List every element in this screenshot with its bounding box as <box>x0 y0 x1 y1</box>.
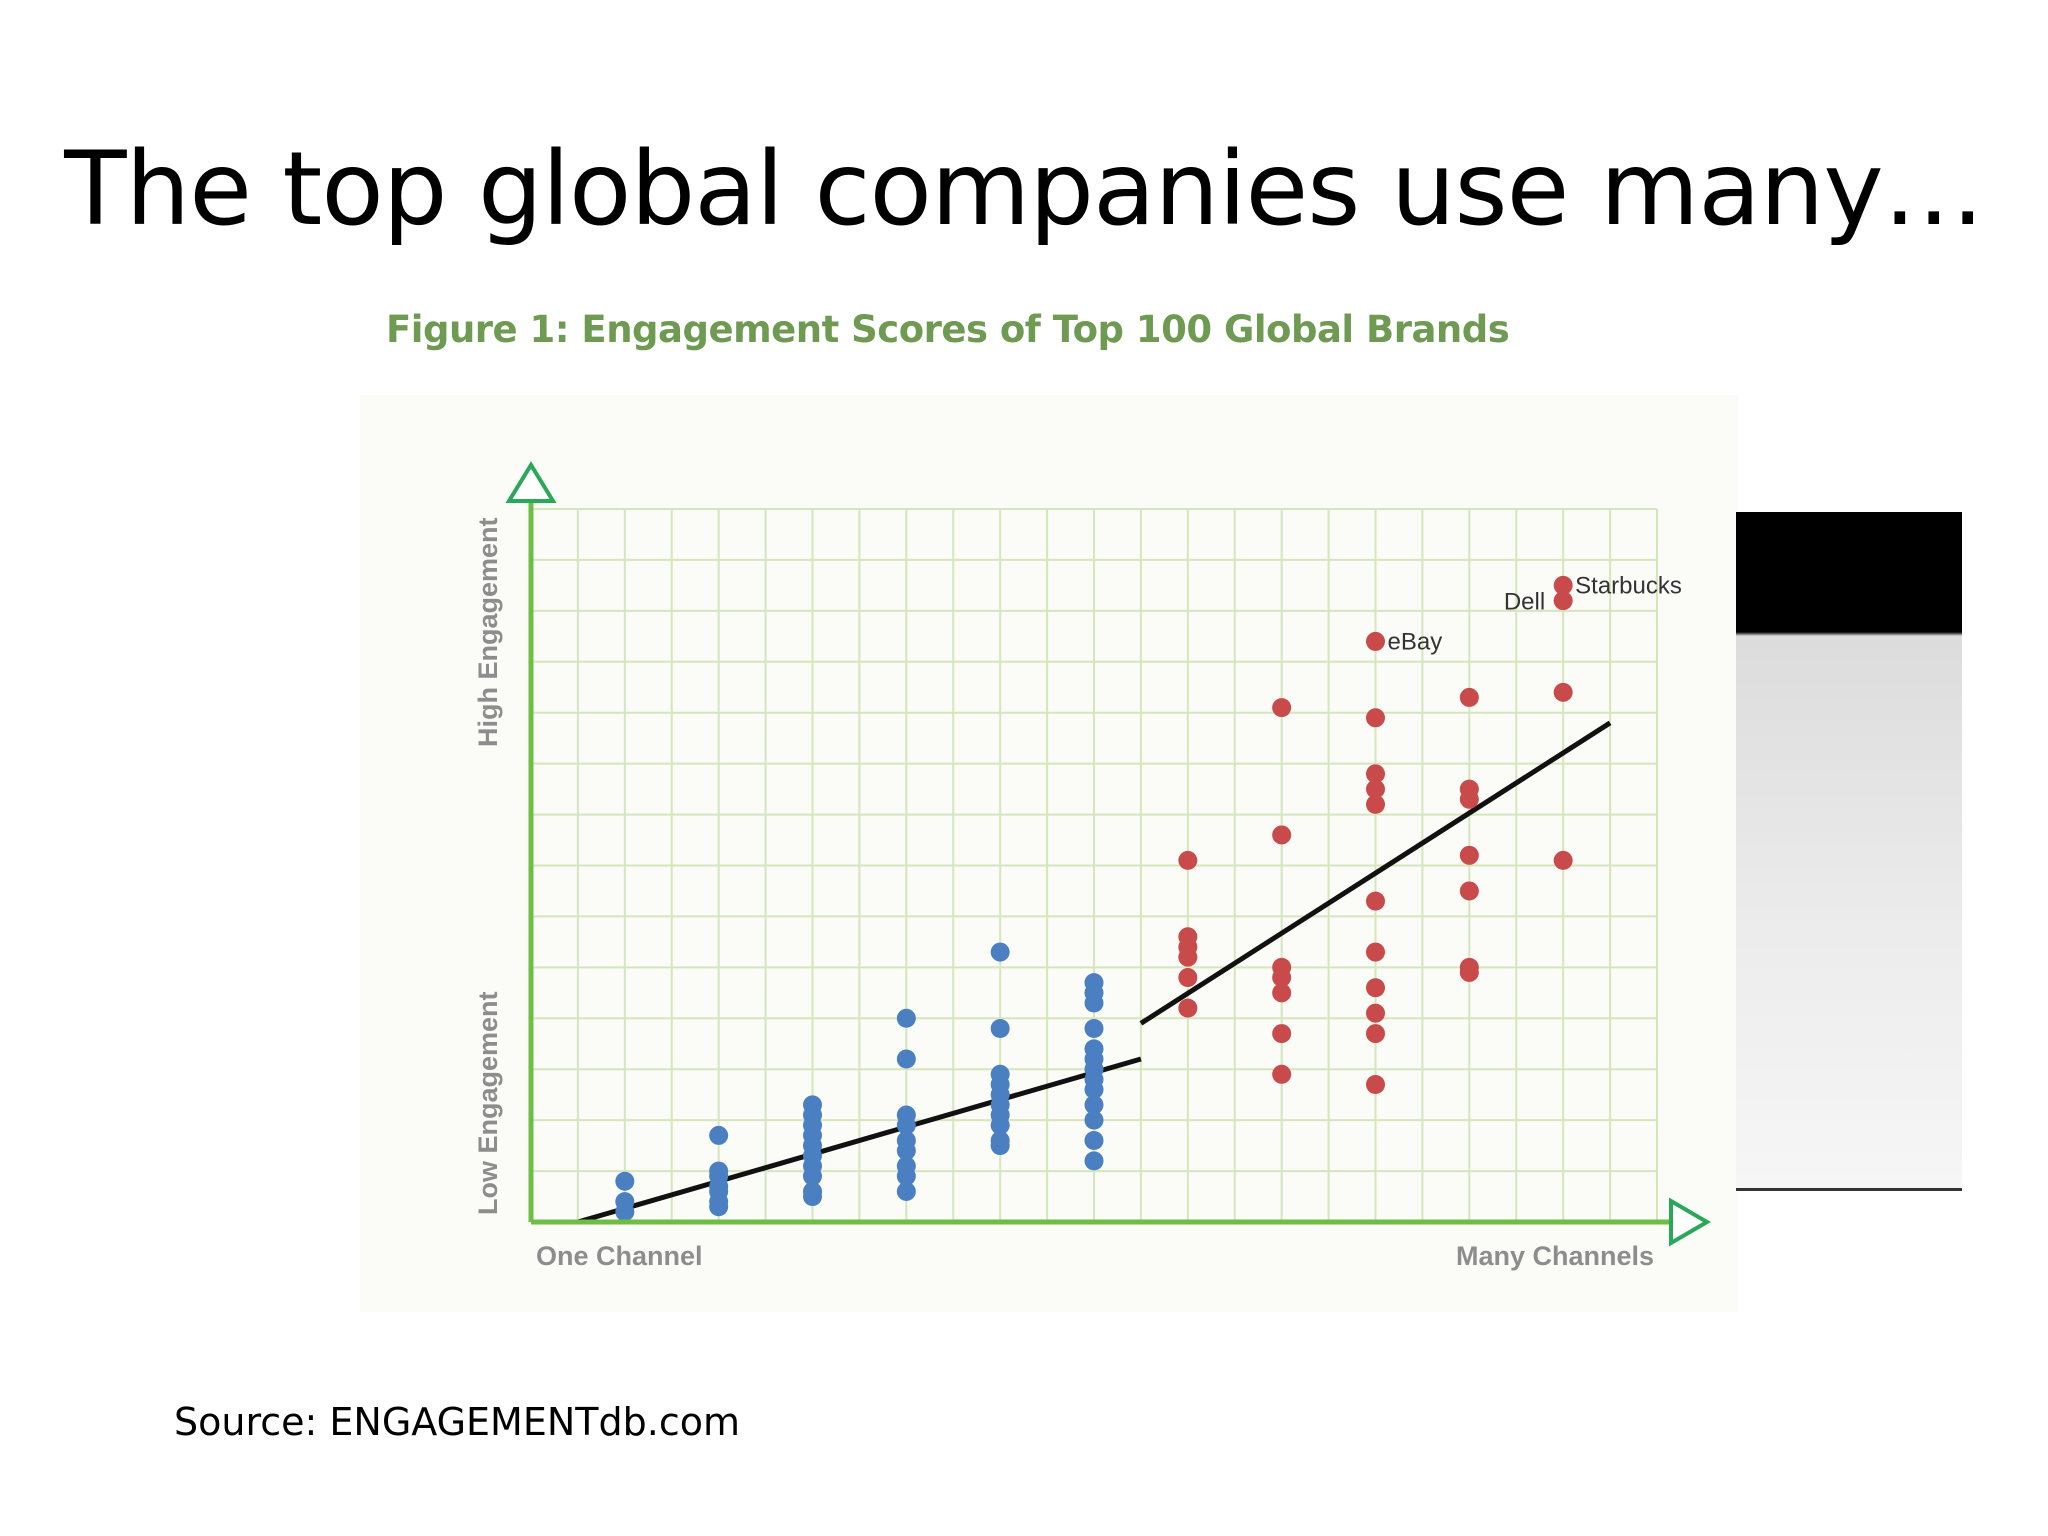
data-point-low <box>803 1166 822 1186</box>
data-point-high <box>1178 947 1198 967</box>
data-point-low <box>1084 1110 1104 1130</box>
source-note: Source: ENGAGEMENTdb.com <box>174 1400 740 1444</box>
data-point-high <box>1272 698 1292 718</box>
data-point-high <box>1553 850 1573 870</box>
data-point-high <box>1272 968 1292 988</box>
data-point-low <box>1084 1080 1104 1100</box>
data-point-high <box>1178 850 1198 870</box>
data-point-high <box>1178 998 1198 1018</box>
x-axis-label-low: One Channel <box>536 1241 703 1271</box>
slide-title: The top global companies use many… <box>64 130 1984 249</box>
data-point-high <box>1272 983 1292 1003</box>
trend-lines <box>577 720 1612 1225</box>
data-point-high <box>1553 575 1573 595</box>
data-point-high <box>1366 764 1385 784</box>
data-point-low <box>709 1197 729 1217</box>
point-label-starbucks: Starbucks <box>1575 572 1682 599</box>
trend-line <box>1139 720 1612 1026</box>
data-point-high <box>1459 845 1479 865</box>
y-axis-label-low: Low Engagement <box>473 991 503 1215</box>
x-axis-arrow-icon <box>1669 1197 1711 1247</box>
data-point-high <box>1272 1064 1292 1084</box>
data-points <box>615 575 1573 1222</box>
data-point-low <box>803 1187 822 1207</box>
data-point-high <box>1366 631 1385 651</box>
data-point-low <box>896 1141 916 1161</box>
data-point-high <box>1272 825 1292 845</box>
data-point-low <box>896 1166 916 1186</box>
data-point-low <box>615 1202 635 1222</box>
data-point-high <box>1366 1074 1385 1094</box>
data-point-high <box>1366 978 1385 998</box>
data-point-high <box>1459 789 1479 809</box>
axes <box>505 461 1711 1247</box>
chart-title: Figure 1: Engagement Scores of Top 100 G… <box>386 308 1510 351</box>
point-label-ebay: eBay <box>1388 628 1443 655</box>
data-point-low <box>1084 1151 1104 1171</box>
data-point-high <box>1459 687 1479 707</box>
data-point-low <box>990 1018 1010 1038</box>
data-point-high <box>1366 1024 1385 1044</box>
data-point-high <box>1366 708 1385 728</box>
data-point-low <box>896 1181 916 1201</box>
data-point-low <box>709 1125 729 1145</box>
data-point-low <box>896 1049 916 1069</box>
data-point-low <box>896 1115 916 1135</box>
point-annotations: Starbucks Dell eBay <box>1388 572 1682 655</box>
data-point-low <box>1084 993 1104 1013</box>
data-point-low <box>1084 1095 1104 1115</box>
data-point-low <box>990 1136 1010 1156</box>
side-image-block <box>1736 512 1962 1191</box>
data-point-high <box>1366 891 1385 911</box>
data-point-high <box>1366 1003 1385 1023</box>
point-label-dell: Dell <box>1504 589 1545 616</box>
data-point-high <box>1366 779 1385 799</box>
data-point-low <box>615 1171 635 1191</box>
y-axis-label-high: High Engagement <box>473 517 503 747</box>
data-point-low <box>896 1008 916 1028</box>
data-point-low <box>1084 1131 1104 1151</box>
y-axis-arrow-icon <box>505 461 557 503</box>
data-point-low <box>990 1115 1010 1135</box>
data-point-high <box>1272 1024 1292 1044</box>
data-point-low <box>990 942 1010 962</box>
trend-line <box>577 1056 1142 1225</box>
data-point-high <box>1178 968 1198 988</box>
data-point-high <box>1366 942 1385 962</box>
x-axis-label-high: Many Channels <box>1456 1241 1654 1271</box>
data-point-high <box>1553 591 1573 611</box>
data-point-high <box>1553 682 1573 702</box>
data-point-high <box>1459 962 1479 982</box>
figure-panel <box>360 395 1738 1312</box>
data-point-high <box>1459 881 1479 901</box>
data-point-low <box>1084 1018 1104 1038</box>
data-point-high <box>1366 794 1385 814</box>
